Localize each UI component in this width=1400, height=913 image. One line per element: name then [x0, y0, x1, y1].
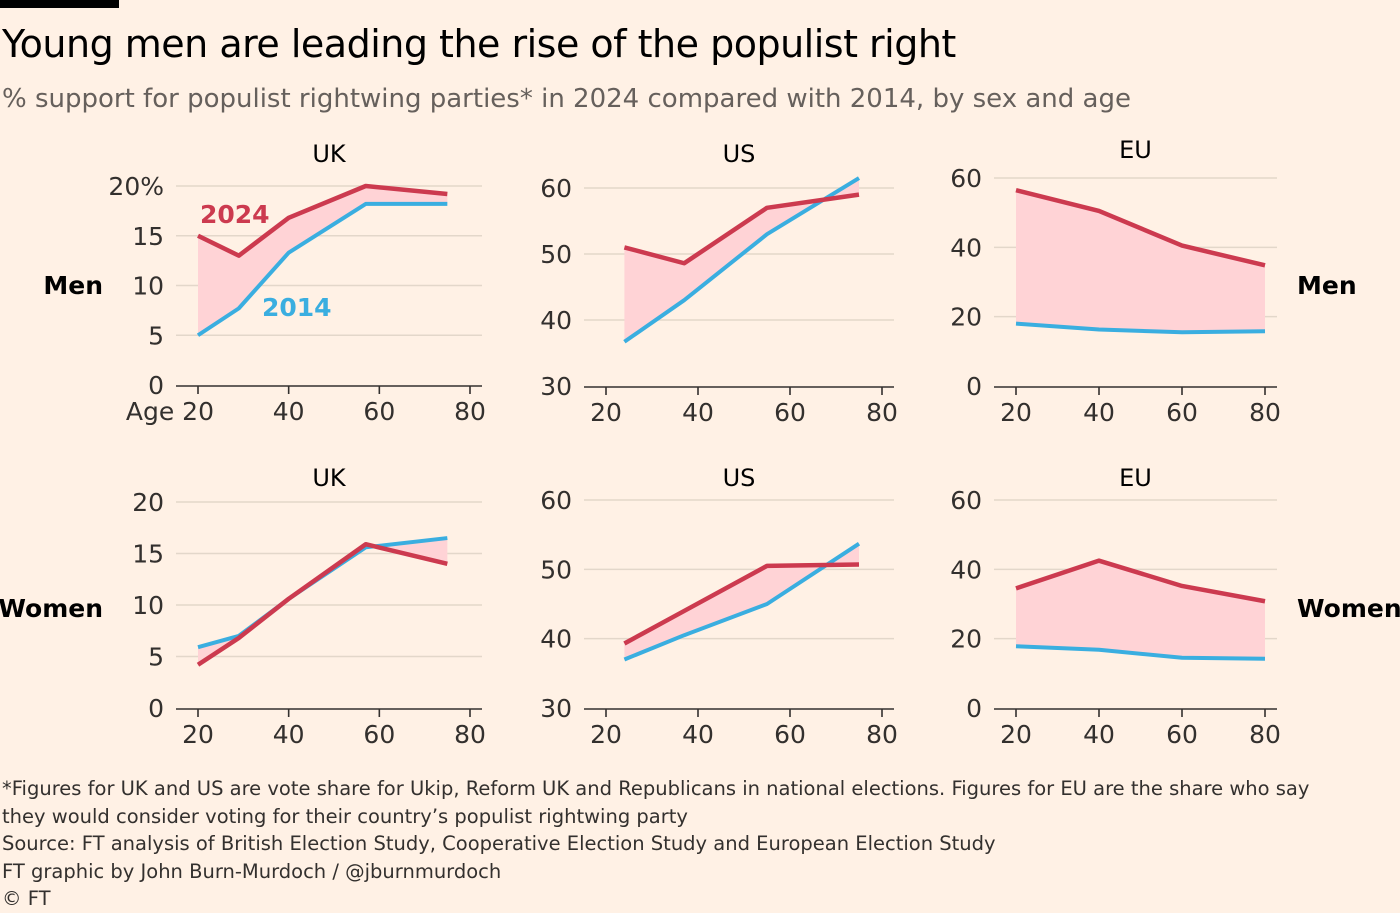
series-2014-line — [196, 201, 448, 337]
panel-title: US — [723, 140, 756, 168]
y-tick-label: 40 — [950, 233, 982, 262]
x-tick-label: 20 — [590, 398, 622, 427]
x-tick-label: 60 — [1166, 398, 1198, 427]
ft-top-bar — [0, 0, 119, 8]
series-2014-line — [1015, 321, 1266, 335]
footnote-credit: FT graphic by John Burn-Murdoch / @jburn… — [2, 859, 502, 883]
y-tick-label: 60 — [950, 164, 982, 193]
gap-area — [198, 186, 448, 336]
x-tick-label: 40 — [273, 720, 305, 749]
panel-title: US — [723, 464, 756, 492]
y-tick-label: 40 — [540, 306, 572, 335]
panel-us-men: 30 40 50 60 20 40 60 80 US — [540, 140, 898, 427]
gap-area — [198, 538, 448, 665]
x-tick-label: 20 — [182, 720, 214, 749]
chart-title: Young men are leading the rise of the po… — [2, 22, 956, 66]
x-tick-label: 60 — [774, 720, 806, 749]
row-label-men-right: Men — [1297, 271, 1357, 300]
series-2024-line — [1015, 187, 1266, 268]
x-tick-label: Age 20 — [126, 397, 214, 426]
y-tick-label: 0 — [148, 371, 164, 400]
y-tick-label: 30 — [540, 694, 572, 723]
x-tick-label: 40 — [682, 720, 714, 749]
y-tick-label: 20 — [132, 488, 164, 517]
row-label-women-right: Women — [1297, 594, 1400, 623]
y-tick-label: 0 — [148, 694, 164, 723]
y-tick-label: 60 — [540, 174, 572, 203]
row-label-women-left: Women — [0, 594, 103, 623]
y-tick-label: 15 — [132, 540, 164, 569]
x-tick-label: 40 — [1083, 398, 1115, 427]
y-tick-label: 40 — [540, 625, 572, 654]
x-tick-label: 20 — [1000, 720, 1032, 749]
panel-title: UK — [312, 140, 347, 168]
row-label-men-left: Men — [43, 271, 103, 300]
x-tick-label: 40 — [682, 398, 714, 427]
x-tick-label: 80 — [1249, 398, 1281, 427]
series-2024-line — [1015, 558, 1266, 604]
series-2014-line — [1015, 644, 1266, 661]
gap-area — [624, 543, 859, 660]
y-tick-label: 60 — [950, 486, 982, 515]
y-tick-label: 60 — [540, 486, 572, 515]
x-tick-label: 60 — [774, 398, 806, 427]
footnotes: *Figures for UK and US are vote share fo… — [2, 775, 1309, 913]
x-tick-label: 80 — [866, 398, 898, 427]
y-tick-label: 20 — [950, 625, 982, 654]
x-tick-label: 40 — [273, 397, 305, 426]
y-tick-label: 15 — [132, 222, 164, 251]
panel-eu-women: 0 20 40 60 20 40 60 80 EU — [950, 464, 1281, 749]
x-tick-label: 80 — [1249, 720, 1281, 749]
panel-title: EU — [1119, 464, 1152, 492]
y-tick-label: 40 — [950, 555, 982, 584]
y-tick-label: 20 — [950, 303, 982, 332]
y-tick-label: 0 — [966, 694, 982, 723]
series-2024-line — [196, 541, 448, 667]
footnote-definition-line2: they would consider voting for their cou… — [2, 804, 688, 828]
series-2014-line — [623, 176, 861, 344]
x-tick-label: 60 — [1166, 720, 1198, 749]
y-tick-label: 10 — [132, 591, 164, 620]
y-tick-label: 0 — [966, 372, 982, 401]
x-tick-label: 60 — [363, 397, 395, 426]
series-2024-line — [623, 562, 860, 646]
y-tick-label: 10 — [132, 272, 164, 301]
x-tick-label: 20 — [590, 720, 622, 749]
panel-eu-men: 0 20 40 60 20 40 60 80 EU — [950, 136, 1281, 427]
gap-area — [1016, 560, 1265, 659]
series-2014-line — [623, 542, 861, 662]
series-2024-line — [623, 192, 860, 266]
y-tick-label: 50 — [540, 240, 572, 269]
footnote-definition-line1: *Figures for UK and US are vote share fo… — [2, 777, 1310, 800]
y-tick-label: 5 — [148, 321, 164, 350]
x-tick-label: 80 — [454, 720, 486, 749]
x-tick-label: 60 — [363, 720, 395, 749]
panel-title: UK — [312, 464, 347, 492]
chart-subtitle: % support for populist rightwing parties… — [2, 84, 1131, 114]
y-tick-label: 5 — [148, 643, 164, 672]
gap-area — [1016, 190, 1265, 333]
panel-us-women: 30 40 50 60 20 40 60 80 US — [540, 464, 898, 749]
y-tick-label: 50 — [540, 555, 572, 584]
x-tick-label: 80 — [454, 397, 486, 426]
panel-uk-women: 0 5 10 15 20 20 40 60 80 UK — [132, 464, 486, 749]
x-tick-label: 20 — [1000, 398, 1032, 427]
footnote-copyright: © FT — [2, 887, 51, 910]
annotation-2024: 2024 — [200, 200, 270, 229]
y-tick-label: 20% — [108, 172, 164, 201]
panel-title: EU — [1119, 136, 1152, 164]
annotation-2014: 2014 — [262, 293, 332, 322]
panel-uk-men: 0 5 10 15 20% Age 20 40 60 80 UK 2024 2014 — [108, 140, 485, 426]
x-tick-label: 40 — [1083, 720, 1115, 749]
series-2024-line — [197, 183, 448, 258]
x-tick-label: 80 — [866, 720, 898, 749]
footnote-source: Source: FT analysis of British Election … — [2, 832, 996, 855]
y-tick-label: 30 — [540, 372, 572, 401]
